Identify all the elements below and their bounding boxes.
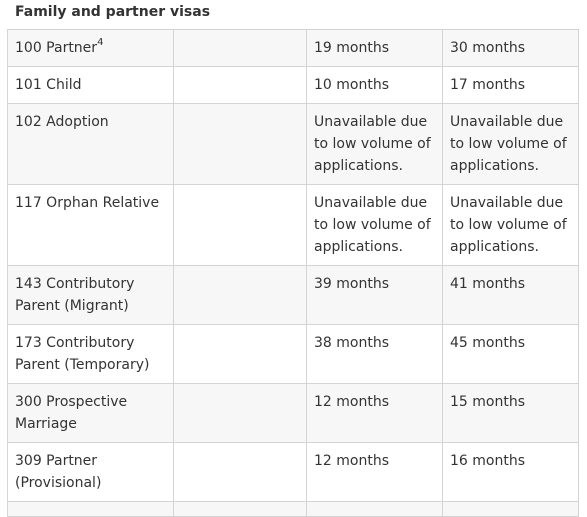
processing-time-cell: Unavailable due to low volume of applica… <box>442 184 579 266</box>
processing-time-cell: 39 months <box>306 265 443 325</box>
empty-cell <box>173 501 307 517</box>
processing-time-cell: 45 months <box>442 324 579 384</box>
processing-time-cell: 12 months <box>306 442 443 502</box>
processing-time-cell: 41 months <box>442 265 579 325</box>
empty-cell <box>173 103 307 185</box>
visa-name-cell <box>7 501 174 517</box>
table-row: 173 Contributory Parent (Temporary) 38 m… <box>7 324 579 384</box>
processing-time-cell: 30 months <box>442 29 579 67</box>
processing-time-cell: Unavailable due to low volume of applica… <box>306 103 443 185</box>
visa-name-cell: 173 Contributory Parent (Temporary) <box>7 324 174 384</box>
processing-time-cell: 10 months <box>306 66 443 104</box>
processing-time-cell: 12 months <box>306 383 443 443</box>
visa-name-cell: 309 Partner (Provisional) <box>7 442 174 502</box>
empty-cell <box>173 383 307 443</box>
processing-time-cell <box>442 501 579 517</box>
visa-processing-table: 100 Partner4 19 months 30 months 101 Chi… <box>7 29 579 517</box>
table-row: 102 Adoption Unavailable due to low volu… <box>7 103 579 185</box>
visa-name-cell: 101 Child <box>7 66 174 104</box>
table-row: 117 Orphan Relative Unavailable due to l… <box>7 184 579 266</box>
table-row: 309 Partner (Provisional) 12 months 16 m… <box>7 442 579 502</box>
processing-time-cell <box>306 501 443 517</box>
visa-name-cell: 100 Partner4 <box>7 29 174 67</box>
processing-time-cell: 15 months <box>442 383 579 443</box>
empty-cell <box>173 66 307 104</box>
table-row: 300 Prospective Marriage 12 months 15 mo… <box>7 383 579 443</box>
visa-name-cell: 143 Contributory Parent (Migrant) <box>7 265 174 325</box>
processing-time-cell: 17 months <box>442 66 579 104</box>
table-row <box>7 501 579 517</box>
table-row: 100 Partner4 19 months 30 months <box>7 29 579 67</box>
processing-time-cell: Unavailable due to low volume of applica… <box>306 184 443 266</box>
processing-time-cell: 38 months <box>306 324 443 384</box>
footnote-marker: 4 <box>97 37 104 49</box>
table-row: 143 Contributory Parent (Migrant) 39 mon… <box>7 265 579 325</box>
empty-cell <box>173 442 307 502</box>
empty-cell <box>173 29 307 67</box>
table-row: 101 Child 10 months 17 months <box>7 66 579 104</box>
section-title: Family and partner visas <box>15 4 211 20</box>
empty-cell <box>173 324 307 384</box>
empty-cell <box>173 184 307 266</box>
processing-time-cell: Unavailable due to low volume of applica… <box>442 103 579 185</box>
visa-name-cell: 102 Adoption <box>7 103 174 185</box>
processing-time-cell: 19 months <box>306 29 443 67</box>
empty-cell <box>173 265 307 325</box>
processing-time-cell: 16 months <box>442 442 579 502</box>
visa-name-cell: 300 Prospective Marriage <box>7 383 174 443</box>
visa-name-cell: 117 Orphan Relative <box>7 184 174 266</box>
